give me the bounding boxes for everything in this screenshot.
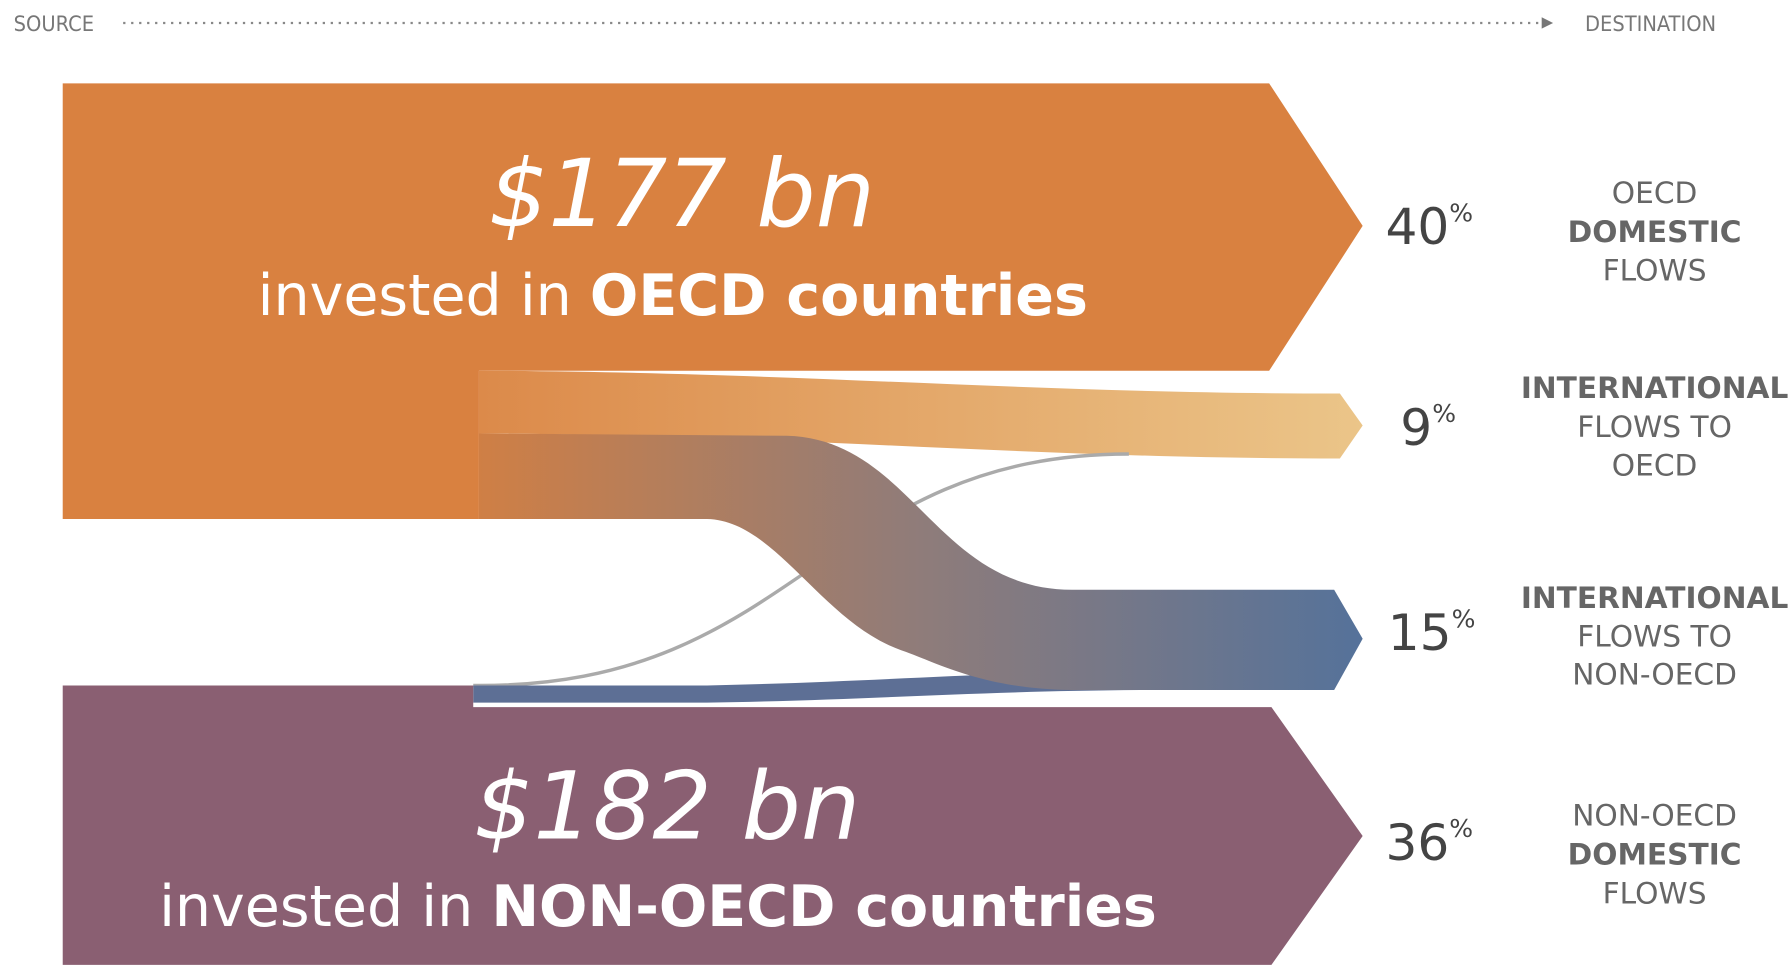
flow-nonoecd-international — [473, 670, 1141, 703]
nonoecd-description: invested in NON-OECD countries — [159, 874, 1157, 940]
dest-label: DOMESTIC — [1568, 837, 1742, 872]
percent-15: 15% — [1388, 603, 1476, 662]
value: 36 — [1385, 813, 1449, 872]
prefix: invested in — [159, 874, 473, 940]
dest-label: FLOWS TO — [1577, 409, 1732, 444]
dest-label: INTERNATIONAL — [1521, 580, 1788, 615]
unit: % — [1449, 198, 1473, 227]
dest-label: INTERNATIONAL — [1521, 370, 1788, 405]
nonoecd-source-band — [62, 685, 1363, 965]
dest-label: DOMESTIC — [1568, 214, 1742, 249]
nonoecd-amount: $182 bn — [474, 752, 860, 861]
value: 9 — [1400, 398, 1432, 457]
value: 40 — [1385, 197, 1449, 256]
percent-36: 36% — [1385, 813, 1473, 872]
dest-label: OECD — [1612, 448, 1698, 483]
oecd-source-band — [62, 83, 1363, 519]
unit: % — [1452, 604, 1476, 633]
source-header: SOURCE — [14, 12, 94, 37]
dest-label: NON-OECD — [1572, 798, 1737, 833]
oecd-description: invested in OECD countries — [258, 263, 1088, 329]
percent-9: 9% — [1400, 398, 1456, 457]
oecd-amount: $177 bn — [489, 140, 875, 249]
destination-header: DESTINATION — [1585, 12, 1716, 37]
dest-label: FLOWS — [1603, 875, 1707, 910]
unit: % — [1449, 814, 1473, 843]
flow-international-nonoecd — [478, 433, 1363, 691]
unit: % — [1432, 399, 1456, 428]
label: OECD countries — [590, 263, 1088, 329]
value: 15 — [1388, 603, 1452, 662]
dest-label: FLOWS — [1603, 253, 1707, 288]
prefix: invested in — [258, 263, 572, 329]
dest-label: NON-OECD — [1572, 656, 1737, 691]
percent-40: 40% — [1385, 197, 1473, 256]
direction-arrow — [1541, 17, 1554, 29]
label: NON-OECD countries — [491, 874, 1157, 940]
dest-label: FLOWS TO — [1577, 619, 1732, 654]
dest-label: OECD — [1612, 175, 1698, 210]
